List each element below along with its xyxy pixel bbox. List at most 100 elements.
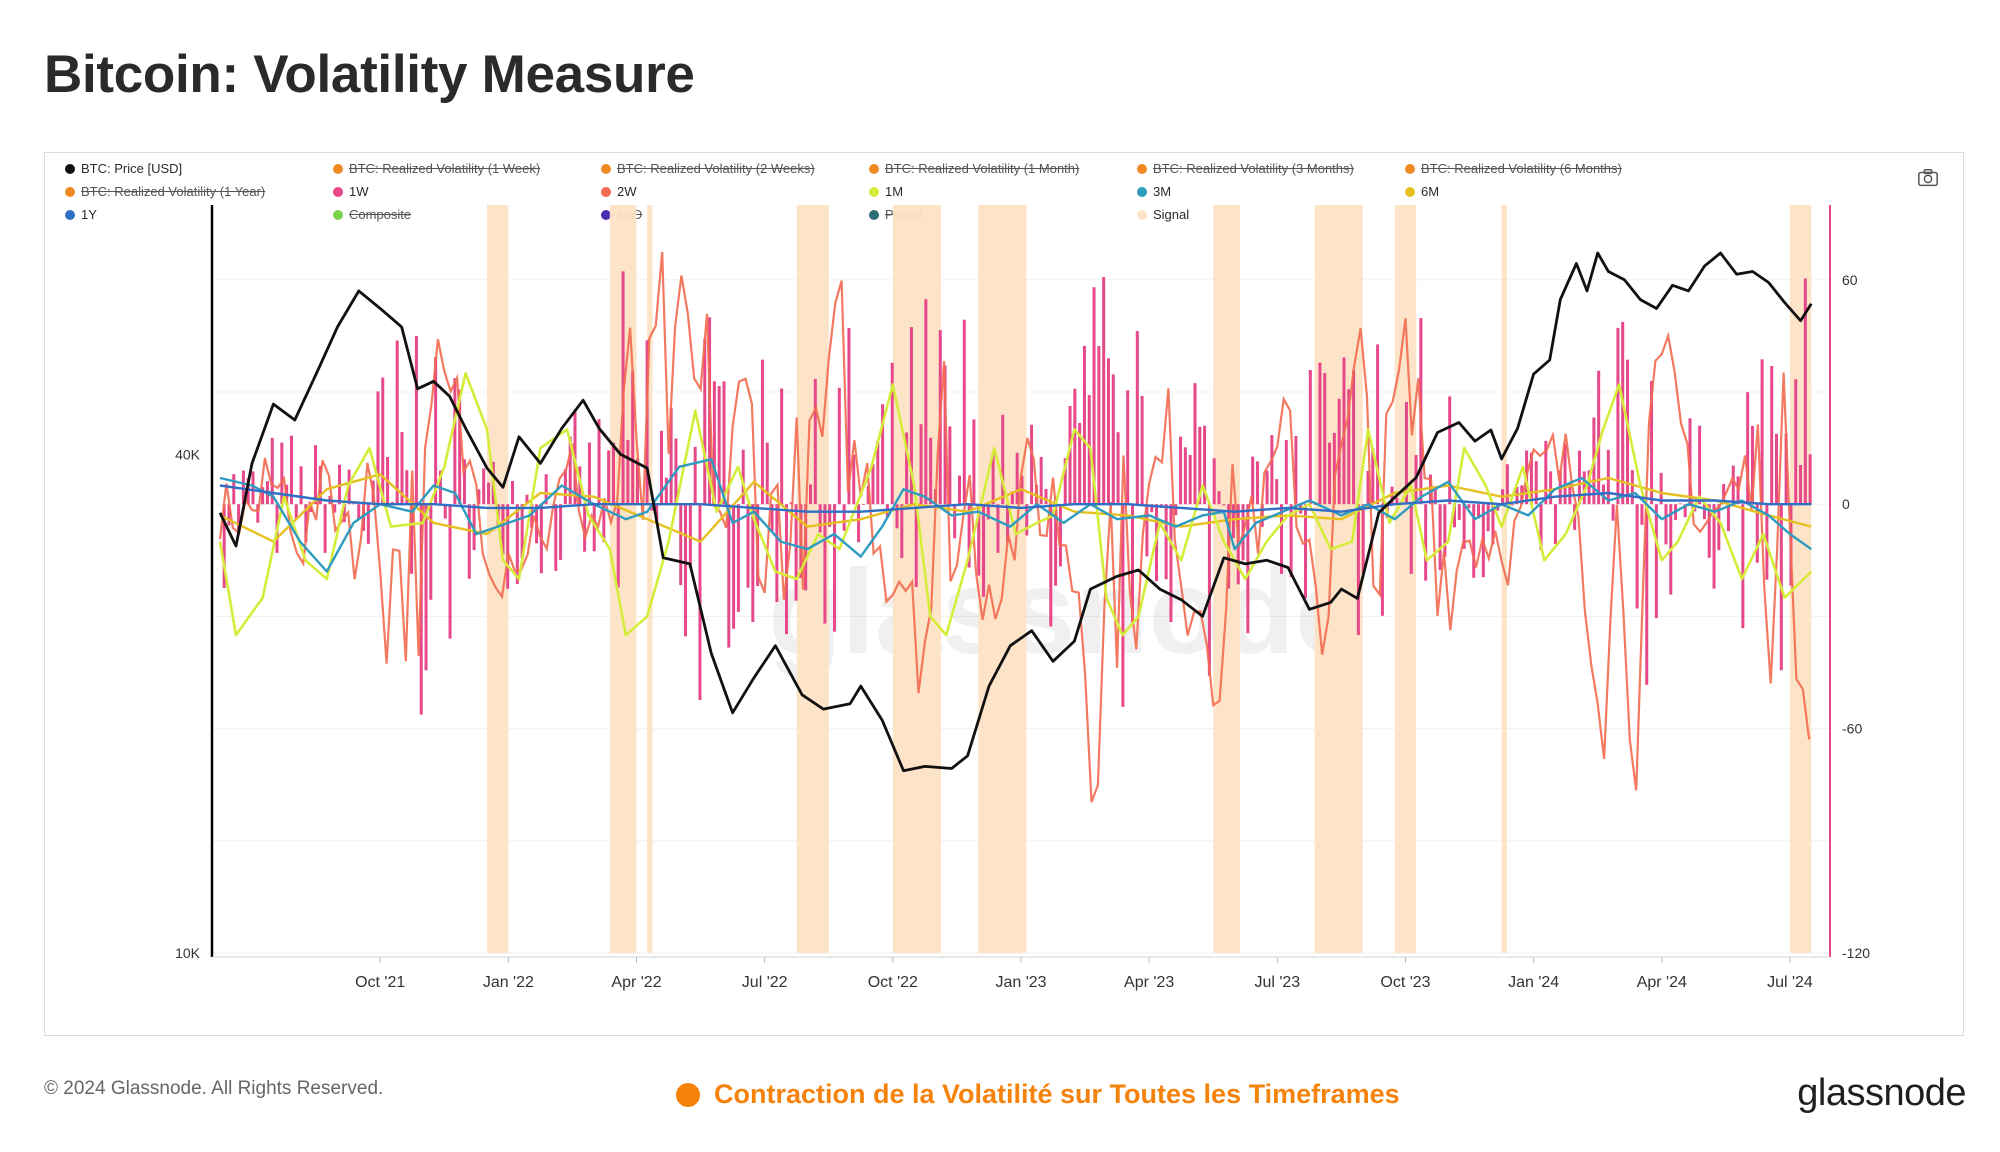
legend-item[interactable]: 6M: [1405, 184, 1439, 199]
legend-label: 1Y: [81, 207, 97, 222]
bar-1w: [1015, 452, 1019, 505]
bar-1w: [852, 454, 856, 505]
bar-1w: [650, 504, 654, 511]
bar-1w: [1597, 370, 1601, 505]
bar-1w: [1404, 401, 1408, 505]
bar-1w: [1246, 504, 1250, 634]
bar-1w: [592, 504, 596, 552]
bar-1w: [1755, 504, 1759, 563]
bar-1w: [251, 471, 255, 505]
legend-label: 3M: [1153, 184, 1172, 199]
bar-1w: [227, 504, 231, 526]
bar-1w: [1193, 383, 1197, 505]
bar-1w: [1659, 472, 1663, 505]
bar-1w: [1726, 504, 1730, 532]
bar-1w: [472, 504, 476, 551]
x-tick-label: Oct '22: [868, 974, 918, 991]
bar-1w: [1539, 504, 1543, 550]
bar-1w: [405, 470, 409, 505]
legend-item[interactable]: BTC: Price [USD]: [65, 161, 182, 176]
legend-dot-icon: [333, 186, 343, 197]
bar-1w: [732, 504, 736, 629]
bar-1w: [1472, 504, 1476, 578]
bar-1w: [313, 445, 317, 505]
x-tick-label: Oct '21: [355, 974, 405, 991]
x-tick-label: Apr '22: [611, 974, 661, 991]
bar-1w: [511, 480, 515, 505]
bar-1w: [1371, 448, 1375, 505]
bar-1w: [669, 407, 673, 505]
bar-1w: [909, 327, 913, 505]
bar-1w: [1544, 440, 1548, 505]
bar-1w: [1255, 461, 1259, 505]
bar-1w: [741, 449, 745, 505]
legend-item[interactable]: 2W: [601, 184, 637, 199]
legend-item[interactable]: BTC: Realized Volatility (2 Weeks): [601, 161, 815, 176]
bar-1w: [977, 504, 981, 576]
bar-1w: [309, 504, 313, 513]
bar-1w: [424, 504, 428, 671]
bar-1w: [1376, 344, 1380, 505]
bar-1w: [914, 504, 918, 587]
bar-1w: [1380, 504, 1384, 616]
x-tick-label: Jan '22: [483, 974, 534, 991]
line-2w: [218, 251, 1811, 803]
legend-item[interactable]: 3M: [1137, 184, 1171, 199]
bar-1w: [1231, 504, 1235, 539]
bar-1w: [261, 487, 265, 505]
bar-1w: [1294, 436, 1298, 505]
y-left-tick-label: 40K: [175, 446, 201, 462]
legend-dot-icon: [1405, 186, 1415, 197]
bar-1w: [809, 484, 813, 505]
bar-1w: [1006, 504, 1010, 543]
bar-1w: [323, 504, 327, 553]
bar-1w: [1529, 452, 1533, 505]
bar-1w: [602, 504, 606, 543]
bar-1w: [294, 504, 298, 519]
signal-band: [1314, 205, 1363, 953]
bar-1w: [1664, 504, 1668, 545]
legend-item[interactable]: 1W: [333, 184, 369, 199]
legend-label: BTC: Realized Volatility (6 Months): [1421, 161, 1622, 176]
legend-item[interactable]: 1M: [869, 184, 903, 199]
legend-label: BTC: Realized Volatility (1 Year): [81, 184, 266, 199]
bar-1w: [501, 504, 505, 555]
bar-1w: [1712, 504, 1716, 589]
bar-1w: [583, 504, 587, 552]
legend-item[interactable]: BTC: Realized Volatility (1 Year): [65, 184, 265, 199]
bar-1w: [1135, 331, 1139, 505]
legend-item[interactable]: BTC: Realized Volatility (6 Months): [1405, 161, 1622, 176]
bar-1w: [1049, 504, 1053, 627]
bar-1w: [948, 426, 952, 505]
legend-label: 1M: [885, 184, 904, 199]
x-tick-label: Jul '23: [1254, 974, 1300, 991]
bar-1w: [1770, 365, 1774, 505]
legend-item[interactable]: BTC: Realized Volatility (1 Month): [869, 161, 1079, 176]
bar-1w: [458, 389, 462, 505]
bar-1w: [597, 419, 601, 505]
bar-1w: [693, 446, 697, 505]
bar-1w: [881, 404, 885, 505]
camera-icon[interactable]: [1917, 167, 1939, 189]
legend-label: BTC: Price [USD]: [81, 161, 183, 176]
legend-item[interactable]: Signal: [1137, 207, 1189, 222]
legend-item[interactable]: 1Y: [65, 207, 97, 222]
bar-1w: [1414, 455, 1418, 505]
bar-1w: [818, 504, 822, 533]
bar-1w: [419, 504, 423, 715]
bar-1w: [717, 386, 721, 505]
bar-1w: [1039, 456, 1043, 505]
legend-item[interactable]: BTC: Realized Volatility (3 Months): [1137, 161, 1354, 176]
bar-1w: [1198, 426, 1202, 505]
bar-1w: [1775, 433, 1779, 505]
legend-dot-icon: [65, 163, 75, 174]
bar-1w: [1188, 455, 1192, 505]
bar-1w: [1217, 491, 1221, 505]
bar-1w: [1577, 450, 1581, 505]
legend-item[interactable]: BTC: Realized Volatility (1 Week): [333, 161, 540, 176]
bar-1w: [453, 378, 457, 505]
legend-item[interactable]: Composite: [333, 207, 411, 222]
bar-1w: [1313, 504, 1317, 505]
bar-1w: [1203, 425, 1207, 505]
bar-1w: [289, 435, 293, 505]
